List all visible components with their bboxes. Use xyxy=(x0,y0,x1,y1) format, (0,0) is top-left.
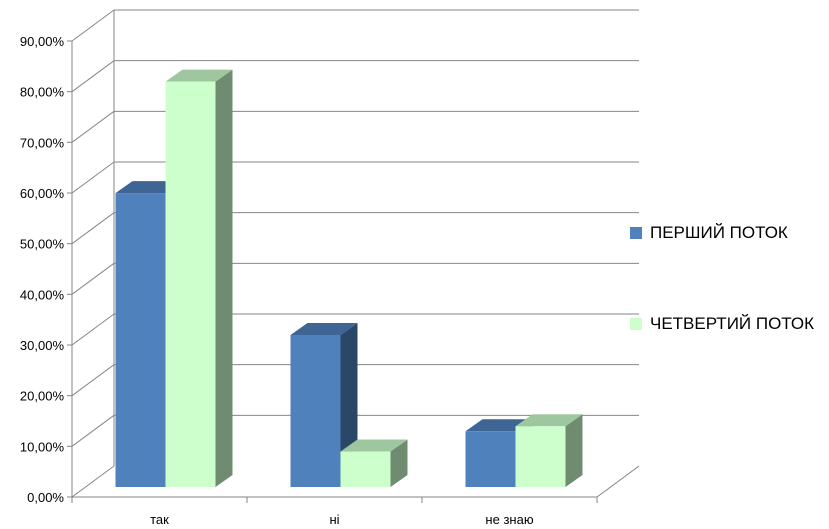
wall-gridline xyxy=(71,364,115,397)
y-tick-label: 40,00% xyxy=(20,287,65,302)
y-tick-label: 20,00% xyxy=(20,389,65,404)
y-tick-label: 70,00% xyxy=(20,135,65,150)
x-tick-label: так xyxy=(150,512,169,527)
x-tick-label: ні xyxy=(329,512,339,527)
y-tick-label: 0,00% xyxy=(27,490,64,505)
bar-side xyxy=(390,439,408,487)
bar-top xyxy=(515,414,583,427)
wall-gridline xyxy=(71,110,115,143)
wall-gridline xyxy=(71,262,115,295)
y-tick-label: 60,00% xyxy=(20,186,65,201)
y-tick-label: 90,00% xyxy=(20,34,65,49)
wall-gridline xyxy=(71,9,115,42)
legend-item-fourth-stream: ЧЕТВЕРТИЙ ПОТОК xyxy=(630,314,814,334)
wall-gridline xyxy=(71,212,115,245)
y-tick-label: 50,00% xyxy=(20,237,65,252)
y-tick-label: 30,00% xyxy=(20,338,65,353)
legend-swatch-first-stream xyxy=(630,227,642,239)
wall-gridline xyxy=(71,313,115,346)
wall-gridline xyxy=(71,414,115,447)
y-tick-label: 10,00% xyxy=(20,439,65,454)
y-tick-label: 80,00% xyxy=(20,85,65,100)
floor-edge xyxy=(596,465,640,498)
legend-label-fourth-stream: ЧЕТВЕРТИЙ ПОТОК xyxy=(650,314,815,333)
bar xyxy=(115,193,166,487)
bar-side xyxy=(215,69,233,488)
bar-top xyxy=(290,323,358,335)
bar xyxy=(290,335,341,487)
bar-top xyxy=(340,439,408,452)
bar xyxy=(165,81,216,488)
wall-gridline xyxy=(71,161,115,194)
legend-swatch-fourth-stream xyxy=(630,318,642,330)
bar xyxy=(515,426,566,487)
bar-top xyxy=(165,69,233,82)
bar xyxy=(340,451,391,487)
bar xyxy=(465,431,516,487)
legend-label-first-stream: ПЕРШИЙ ПОТОК xyxy=(650,223,788,242)
legend-item-first-stream: ПЕРШИЙ ПОТОК xyxy=(630,223,788,243)
wall-gridline xyxy=(71,60,115,93)
bar-side xyxy=(565,414,583,487)
x-tick-label: не знаю xyxy=(485,512,533,527)
wall-gridline xyxy=(71,465,115,498)
